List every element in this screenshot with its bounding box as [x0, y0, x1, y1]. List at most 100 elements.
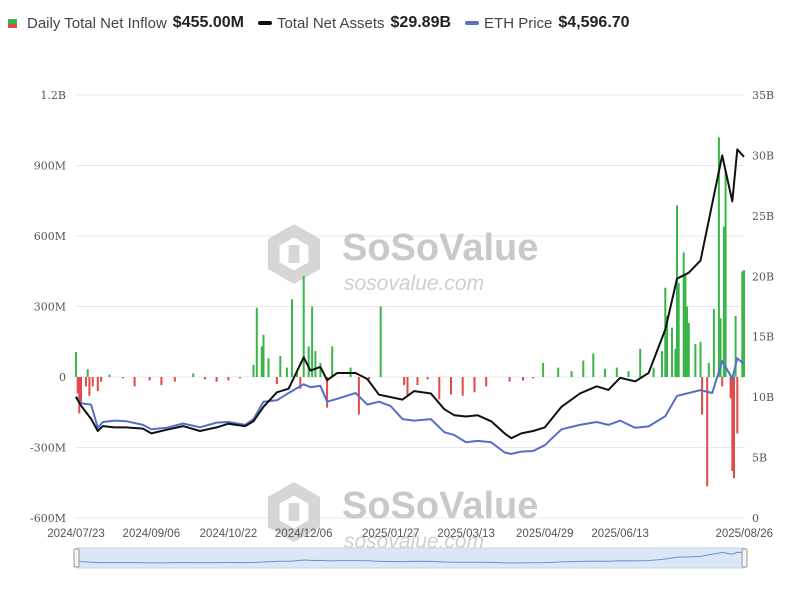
- right-tick-label: 20B: [752, 270, 774, 283]
- inflow-bar: [173, 377, 176, 382]
- navigator-track: [75, 547, 747, 569]
- navigator-right-handle[interactable]: [741, 548, 748, 568]
- watermark-bar: [288, 245, 300, 263]
- inflow-bar: [307, 346, 310, 377]
- x-tick-label: 2024/10/22: [200, 528, 258, 540]
- inflow-bar: [508, 377, 511, 382]
- inflow-bar: [485, 377, 488, 387]
- inflow-bar: [522, 377, 524, 381]
- eth-price-line: [75, 357, 745, 455]
- inflow-bar: [592, 353, 595, 377]
- right-tick-label: 30B: [752, 149, 774, 162]
- inflow-bar: [302, 276, 305, 377]
- inflow-bar: [311, 306, 314, 377]
- right-tick-label: 5B: [752, 452, 767, 465]
- inflow-bar: [661, 351, 663, 377]
- legend-item-inflow[interactable]: Daily Total Net Inflow $455.00M: [8, 14, 244, 32]
- range-navigator[interactable]: [73, 547, 748, 569]
- legend-item-eth[interactable]: ETH Price $4,596.70: [465, 14, 630, 32]
- inflow-bar: [706, 377, 709, 487]
- inflow-bar: [319, 362, 322, 377]
- inflow-bar: [652, 367, 655, 377]
- inflow-bar: [721, 377, 724, 387]
- inflow-bar: [473, 377, 476, 393]
- inflow-bar: [75, 352, 77, 377]
- inflow-bar: [676, 205, 678, 377]
- inflow-bar: [733, 377, 735, 479]
- left-tick-label: 300M: [34, 301, 66, 314]
- right-tick-label: 15B: [752, 331, 774, 344]
- inflow-bar: [379, 306, 382, 377]
- inflow-bar: [108, 374, 111, 377]
- watermark-logo-icon: [267, 224, 321, 284]
- inflow-bar: [88, 377, 91, 396]
- inflow-bar: [687, 322, 690, 377]
- inflow-bar: [682, 252, 685, 377]
- inflow-bar: [416, 377, 419, 386]
- inflow-bar: [80, 377, 82, 403]
- inflow-bar: [731, 377, 734, 471]
- right-tick-label: 25B: [752, 210, 774, 223]
- inflow-bar: [215, 377, 218, 382]
- inflow-bar: [719, 318, 722, 378]
- inflow-bar: [252, 364, 255, 377]
- inflow-bar: [639, 348, 642, 377]
- axis-labels: -600M -300M 0 300M 600M 900M 1.2B 0 5B 10B 15B 20B 2…: [30, 89, 774, 540]
- legend-assets-value: $29.89B: [390, 14, 452, 31]
- x-tick-label: 2025/03/13: [437, 528, 495, 540]
- inflow-bar: [267, 358, 270, 377]
- watermarks: SoSoValue sosovalue.com SoSoValue sosovalue…: [267, 224, 538, 553]
- inflow-bar: [722, 226, 725, 377]
- inflow-bar: [239, 377, 242, 379]
- inflow-bar: [570, 371, 573, 377]
- inflow-bar: [91, 377, 94, 387]
- inflow-bar: [331, 346, 334, 377]
- inflow-bar: [542, 362, 545, 377]
- watermark-site: sosovalue.com: [344, 272, 484, 295]
- left-tick-label: 1.2B: [40, 89, 66, 102]
- inflow-bar: [582, 360, 585, 377]
- inflow-bar: [707, 362, 710, 377]
- navigator-line: [77, 551, 745, 564]
- series-lines: [75, 148, 745, 455]
- inflow-bar: [76, 377, 79, 394]
- inflow-bar: [291, 299, 293, 377]
- left-tick-label: -600M: [30, 512, 66, 525]
- inflow-bar: [160, 377, 163, 386]
- legend-inflow-label: Daily Total Net Inflow: [27, 14, 167, 32]
- inflow-bar: [426, 377, 429, 380]
- navigator-left-handle[interactable]: [73, 548, 80, 568]
- right-tick-label: 10B: [752, 391, 774, 404]
- inflow-bar: [712, 308, 715, 377]
- inflow-bar: [262, 334, 265, 377]
- legend-eth-label: ETH Price: [484, 14, 553, 32]
- legend-item-assets[interactable]: Total Net Assets $29.89B: [257, 14, 452, 32]
- inflow-bar: [403, 377, 406, 386]
- legend-inflow-value: $455.00M: [172, 14, 244, 31]
- inflow-bar: [699, 341, 702, 378]
- inflow-bar: [684, 273, 687, 377]
- inflow-bar: [717, 137, 720, 377]
- inflow-bar: [461, 377, 464, 396]
- inflow-bar: [701, 377, 704, 415]
- left-tick-label: 0: [59, 371, 66, 384]
- inflow-swatch-positive: [8, 18, 17, 24]
- inflow-bar: [279, 355, 282, 377]
- inflow-bar: [729, 377, 732, 399]
- inflow-bar: [100, 377, 103, 382]
- x-tick-label: 2024/09/06: [123, 528, 181, 540]
- inflow-bar: [743, 270, 745, 377]
- right-tick-label: 0: [752, 512, 759, 525]
- assets-swatch-icon: [257, 21, 272, 25]
- x-tick-label: 2024/07/23: [47, 528, 105, 540]
- inflow-bar: [314, 351, 317, 377]
- inflow-bar: [674, 348, 677, 377]
- inflow-bar: [86, 369, 89, 377]
- inflow-bar: [299, 377, 302, 389]
- inflow-bar: [557, 367, 560, 377]
- total-net-assets-line: [75, 148, 745, 440]
- inflow-bars: [75, 137, 745, 487]
- inflow-swatch-negative: [8, 23, 17, 28]
- watermark-brand: SoSoValue: [342, 227, 538, 269]
